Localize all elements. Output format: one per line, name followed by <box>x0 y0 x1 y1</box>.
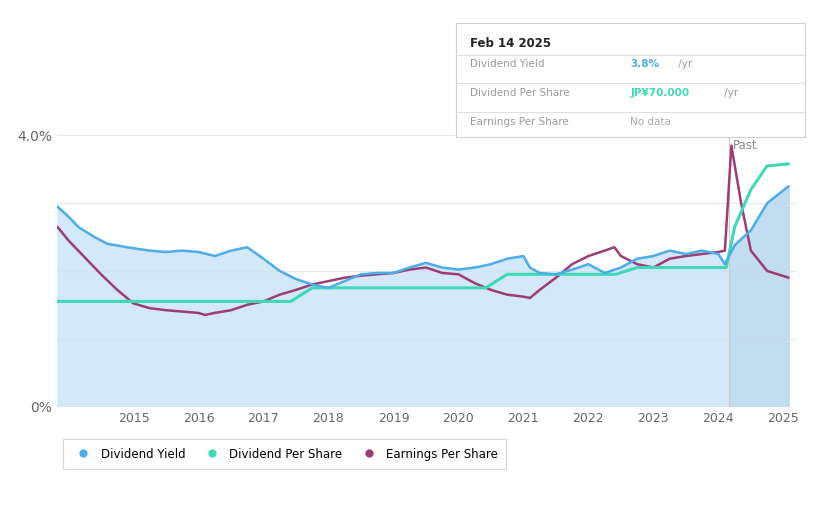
Text: No data: No data <box>631 117 671 126</box>
Text: /yr: /yr <box>721 88 738 98</box>
Text: /yr: /yr <box>676 59 693 70</box>
Text: Feb 14 2025: Feb 14 2025 <box>470 37 551 50</box>
Text: Past: Past <box>732 139 757 152</box>
Text: JP¥70.000: JP¥70.000 <box>631 88 690 98</box>
Text: 3.8%: 3.8% <box>631 59 659 70</box>
Text: Dividend Per Share: Dividend Per Share <box>470 88 569 98</box>
Legend: Dividend Yield, Dividend Per Share, Earnings Per Share: Dividend Yield, Dividend Per Share, Earn… <box>63 439 507 469</box>
Text: Dividend Yield: Dividend Yield <box>470 59 544 70</box>
Text: Earnings Per Share: Earnings Per Share <box>470 117 568 126</box>
